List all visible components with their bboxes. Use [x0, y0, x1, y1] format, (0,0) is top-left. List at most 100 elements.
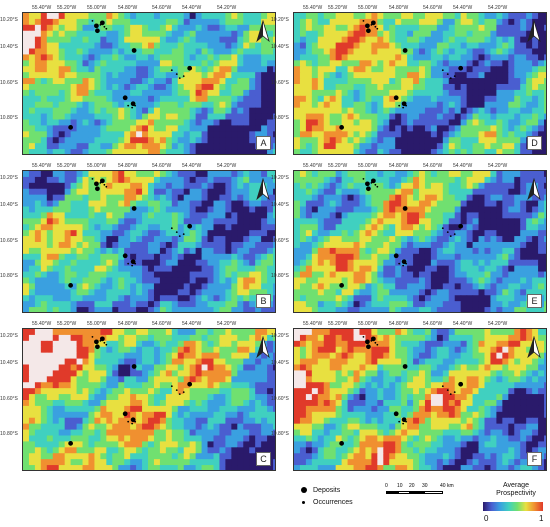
- occurrence-marker: [127, 262, 130, 265]
- deposit-marker: [365, 181, 370, 187]
- longitude-label: 54.20°W: [488, 5, 508, 11]
- occurrence-marker: [453, 391, 456, 393]
- deposit-marker: [339, 125, 345, 130]
- latitude-label: 10.20°S: [271, 175, 289, 181]
- occurrence-marker: [99, 339, 102, 342]
- latitude-label: 10.60°S: [0, 238, 18, 244]
- occurrence-marker: [398, 104, 401, 107]
- north-arrow-icon: [256, 20, 270, 42]
- occurrence-marker: [441, 69, 444, 72]
- occurrence-marker: [91, 178, 94, 180]
- longitude-label: 54.40°W: [182, 5, 202, 11]
- longitude-label: 55.40°W: [303, 5, 323, 11]
- deposit-marker: [94, 181, 99, 187]
- latitude-label: 10.80°S: [271, 115, 289, 121]
- deposit-marker: [365, 23, 370, 29]
- legend-deposits: Deposits: [301, 487, 340, 494]
- longitude-label: 54.80°W: [389, 163, 409, 169]
- occurrence-marker: [405, 262, 408, 265]
- deposit-marker: [122, 411, 128, 417]
- occurrence-marker: [441, 385, 444, 388]
- latitude-label: 10.20°S: [0, 333, 18, 339]
- deposit-marker: [366, 28, 371, 34]
- latitude-label: 10.80°S: [0, 273, 18, 279]
- deposit-marker: [99, 336, 105, 342]
- deposit-marker: [94, 23, 99, 29]
- deposit-marker: [339, 283, 345, 288]
- panel-letter-f: F: [527, 452, 542, 466]
- colorbar-title: Average Prospectivity: [484, 482, 548, 498]
- latitude-label: 10.40°S: [0, 44, 18, 50]
- colorbar-max-label: 1: [539, 514, 544, 523]
- occurrence-marker: [402, 422, 405, 425]
- longitude-label: 55.00°W: [87, 5, 107, 11]
- occurrence-marker: [127, 104, 130, 107]
- deposit-marker: [131, 48, 137, 53]
- scale-tick-30: 30: [422, 483, 428, 489]
- prospectivity-map-d: [294, 13, 546, 154]
- longitude-label: 55.40°W: [32, 321, 52, 327]
- occurrence-marker: [170, 227, 173, 230]
- deposit-marker: [95, 186, 100, 192]
- latitude-label: 10.60°S: [0, 80, 18, 86]
- deposit-marker: [99, 178, 105, 184]
- occurrence-marker: [182, 75, 185, 77]
- deposit-marker: [68, 283, 74, 288]
- deposit-marker: [370, 178, 376, 184]
- longitude-label: 54.20°W: [217, 163, 237, 169]
- deposit-marker: [401, 101, 407, 107]
- deposit-marker: [122, 253, 128, 259]
- longitude-label: 55.20°W: [328, 163, 348, 169]
- occurrence-marker: [370, 181, 373, 184]
- deposit-marker: [458, 65, 464, 71]
- deposit-marker: [401, 259, 407, 265]
- occurrence-marker: [134, 420, 137, 423]
- occurrence-marker: [449, 235, 452, 237]
- longitude-label: 55.20°W: [57, 321, 77, 327]
- longitude-label: 55.00°W: [358, 321, 378, 327]
- map-panel-e: E: [293, 170, 547, 313]
- longitude-label: 55.20°W: [328, 321, 348, 327]
- occurrence-marker: [105, 185, 108, 188]
- occurrence-marker: [376, 27, 379, 30]
- longitude-label: 55.00°W: [358, 5, 378, 11]
- occurrence-marker: [134, 104, 137, 107]
- deposit-marker: [339, 441, 345, 446]
- prospectivity-map-b: [23, 171, 275, 312]
- north-arrow-icon: [527, 20, 541, 42]
- longitude-label: 54.20°W: [217, 321, 237, 327]
- deposit-marker: [402, 48, 408, 53]
- occurrence-marker: [449, 77, 452, 79]
- deposit-marker: [393, 411, 399, 417]
- longitude-label: 55.20°W: [57, 163, 77, 169]
- latitude-label: 10.80°S: [0, 115, 18, 121]
- occurrence-marker: [446, 389, 449, 392]
- latitude-label: 10.40°S: [271, 360, 289, 366]
- occurrence-marker: [402, 106, 405, 109]
- occurrence-marker: [178, 77, 181, 79]
- panel-letter-c: C: [256, 452, 271, 466]
- occurrence-marker: [131, 264, 134, 267]
- longitude-label: 54.40°W: [182, 321, 202, 327]
- longitude-label: 55.00°W: [87, 163, 107, 169]
- legend-deposits-label: Deposits: [313, 487, 341, 494]
- deposit-marker: [366, 344, 371, 350]
- longitude-label: 54.80°W: [118, 5, 138, 11]
- deposit-marker: [366, 186, 371, 192]
- occurrence-marker: [99, 23, 102, 26]
- panel-letter-a: A: [256, 136, 271, 150]
- longitude-label: 54.40°W: [453, 321, 473, 327]
- occurrence-marker: [105, 343, 108, 346]
- latitude-label: 10.40°S: [0, 202, 18, 208]
- occurrence-marker: [175, 389, 178, 392]
- occurrence-marker: [370, 23, 373, 26]
- longitude-label: 55.40°W: [303, 321, 323, 327]
- occurrence-marker: [99, 181, 102, 184]
- occurrence-marker: [178, 235, 181, 237]
- occurrence-marker: [374, 341, 377, 344]
- occurrence-marker: [398, 262, 401, 265]
- scale-tick-20: 20: [409, 483, 415, 489]
- latitude-label: 10.40°S: [271, 202, 289, 208]
- prospectivity-map-e: [294, 171, 546, 312]
- latitude-label: 10.80°S: [0, 431, 18, 437]
